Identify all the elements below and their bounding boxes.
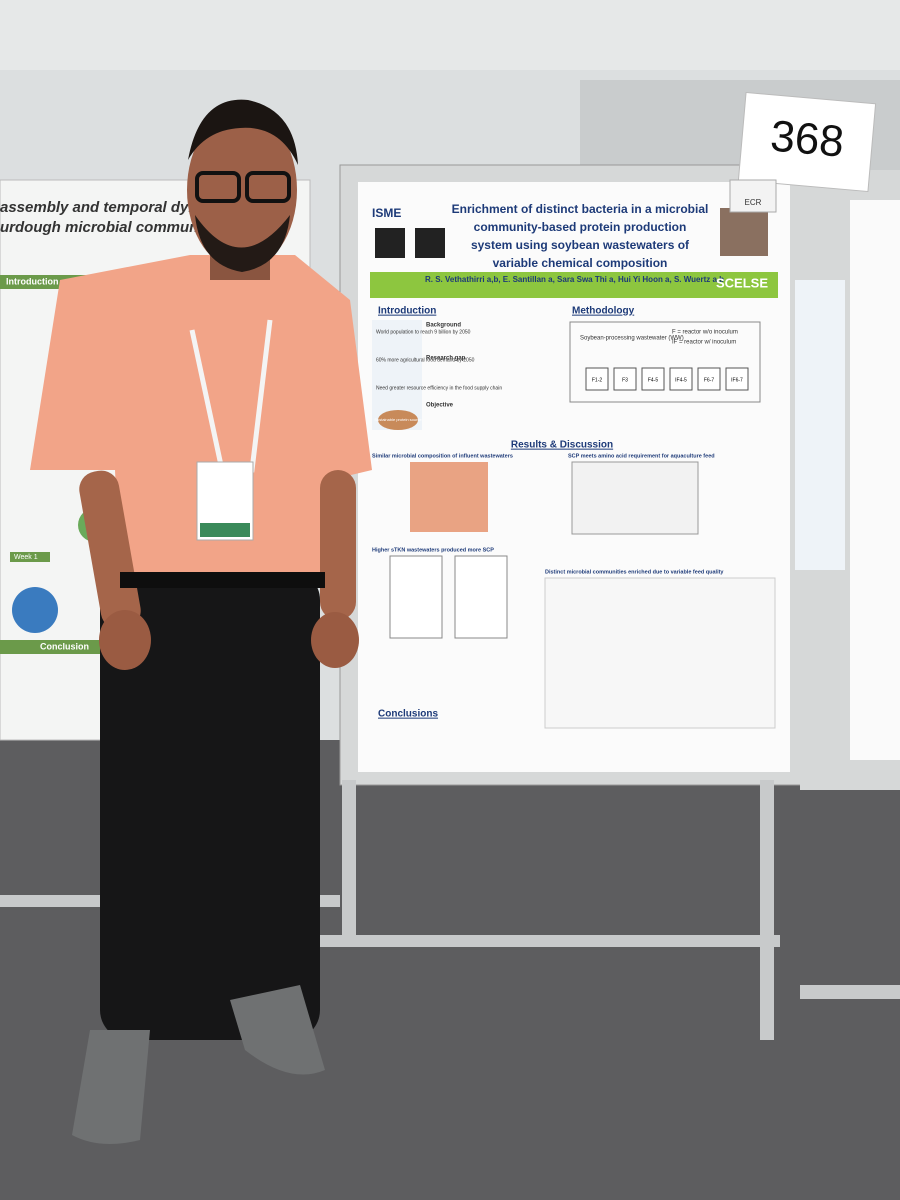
- ceiling: [0, 0, 900, 70]
- poster-title: variable chemical composition: [493, 256, 668, 270]
- results-table: [544, 577, 776, 729]
- poster-title: system using soybean wastewaters of: [471, 238, 690, 252]
- poster-title: Enrichment of distinct bacteria in a mic…: [452, 202, 709, 216]
- left-week-label: Week 1: [14, 554, 38, 561]
- glasses: [245, 171, 291, 203]
- reactor-label: F4-5: [648, 377, 659, 383]
- method-box: [569, 321, 761, 403]
- reactor: [641, 367, 665, 391]
- bar-chart-figure: [571, 461, 699, 535]
- glasses: [195, 171, 241, 203]
- reactor-label: F6-7: [704, 377, 715, 383]
- author-bar: [370, 272, 778, 298]
- section-heading: Results & Discussion: [511, 440, 613, 451]
- subheading: Distinct microbial communities enriched …: [545, 569, 724, 575]
- poster-title: community-based protein production: [474, 220, 687, 234]
- subheading: Background: [426, 323, 461, 329]
- arm: [79, 470, 141, 630]
- shoe: [230, 985, 325, 1075]
- board-base: [800, 985, 900, 999]
- reactor-label: F3: [622, 377, 628, 383]
- person: [30, 99, 372, 1144]
- fact: World population to reach 9 billion by 2…: [376, 329, 471, 335]
- left-week-bar: [10, 552, 50, 562]
- qr-code: [415, 228, 445, 258]
- head: [187, 110, 297, 270]
- subheading: SCP meets amino acid requirement for aqu…: [568, 453, 715, 459]
- number-sign: [737, 91, 877, 193]
- ecr-card: [729, 179, 777, 213]
- section-heading: Introduction: [378, 306, 436, 317]
- left-poster-title: urdough microbial communities: [0, 219, 228, 236]
- badge-label: Sustainable protein source: [374, 417, 422, 422]
- reactor-label: F1-2: [592, 377, 603, 383]
- boxplot-figure: [454, 555, 508, 639]
- poster-logo: ISME: [372, 206, 401, 220]
- left-pie: [12, 587, 58, 633]
- name-badge-strip: [200, 523, 250, 537]
- subheading: Research gap: [426, 356, 466, 362]
- subheading: Similar microbial composition of influen…: [372, 453, 513, 459]
- hand: [311, 612, 359, 668]
- qr-code: [375, 228, 405, 258]
- hair: [188, 99, 298, 165]
- left-section-heading: Introduction: [6, 276, 59, 286]
- subheading: Objective: [426, 403, 454, 409]
- arm: [320, 470, 356, 620]
- belt: [120, 572, 325, 588]
- reactor-label: IF6-7: [731, 377, 743, 383]
- fact: 60% more agricultural food demand by 205…: [376, 357, 475, 363]
- author-photo: [720, 208, 768, 256]
- fact: Need greater resource efficiency in the …: [376, 385, 502, 391]
- section-heading: Conclusions: [378, 709, 438, 720]
- right-poster: [850, 200, 900, 760]
- board-leg: [760, 780, 774, 1040]
- sign-number: 368: [769, 112, 846, 167]
- shirt: [30, 255, 372, 580]
- reactor-label: IF4-5: [675, 377, 687, 383]
- badge: [378, 410, 418, 430]
- section-heading: Methodology: [572, 306, 635, 317]
- reactor: [725, 367, 749, 391]
- subheading: Higher sTKN wastewaters produced more SC…: [372, 547, 494, 553]
- shoe: [72, 1030, 150, 1144]
- reactor: [585, 367, 609, 391]
- left-section-bar: [0, 640, 130, 654]
- board-base: [300, 935, 780, 947]
- board-leg: [342, 780, 356, 940]
- reactor: [613, 367, 637, 391]
- reactor: [697, 367, 721, 391]
- method-legend: F = reactor w/o inoculum: [672, 330, 738, 336]
- ecr-tag: ECR: [745, 198, 762, 207]
- boxplot-figure: [389, 555, 443, 639]
- beard: [195, 215, 290, 272]
- method-legend: IF = reactor w/ inoculum: [672, 340, 736, 346]
- method-feed: Soybean-processing wastewater (WW): [580, 336, 684, 342]
- heatmap: [410, 462, 488, 532]
- reactor-group: F1-2 F3 F4-5 IF4-5 F6-7 IF6-7: [585, 367, 749, 391]
- hand: [99, 610, 151, 670]
- poster-authors: R. S. Vethathirri a,b, E. Santillan a, S…: [425, 275, 724, 284]
- trousers: [100, 570, 320, 1040]
- left-section-heading: Conclusion: [40, 641, 89, 651]
- left-poster-title: assembly and temporal dynamic: [0, 199, 232, 216]
- back-poster: [795, 280, 845, 570]
- institute-logo: SCELSE: [716, 275, 768, 290]
- reactor: [669, 367, 693, 391]
